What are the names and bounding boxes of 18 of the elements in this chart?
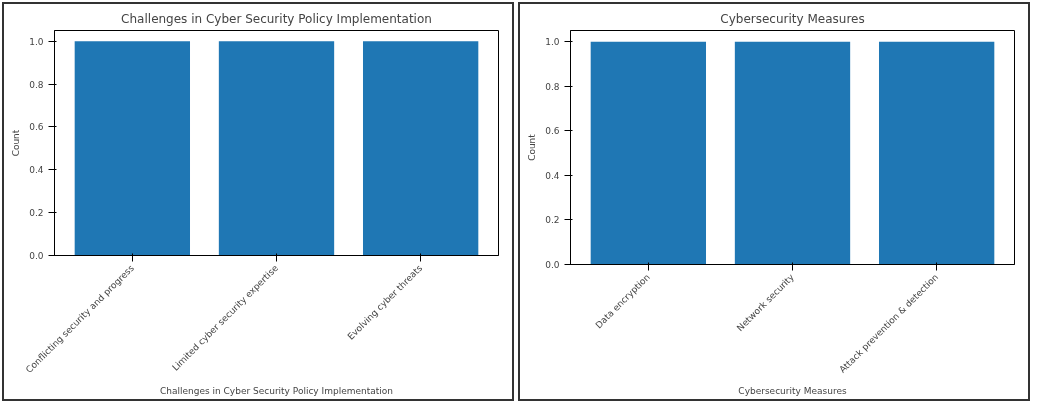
x-axis-title: Cybersecurity Measures (738, 386, 847, 397)
y-tick-label: 1.0 (545, 37, 560, 48)
y-axis-title: Count (11, 129, 22, 157)
y-tick-label: 0.8 (545, 81, 560, 92)
chart-title: Cybersecurity Measures (720, 11, 865, 26)
y-tick-label: 0.2 (545, 215, 560, 226)
chart-title: Challenges in Cyber Security Policy Implementation (121, 11, 432, 26)
y-tick-label: 0.6 (545, 126, 560, 137)
y-tick-label: 0.4 (545, 170, 560, 181)
y-tick-label: 0.0 (545, 260, 560, 270)
y-tick-label: 0.2 (29, 208, 44, 219)
y-axis-title: Count (527, 133, 538, 161)
x-axis-title: Challenges in Cyber Security Policy Implementation (159, 386, 394, 397)
y-tick-label: 0.0 (29, 251, 44, 261)
y-tick-label: 1.0 (29, 36, 44, 47)
y-tick-label: 0.4 (29, 165, 44, 176)
y-tick-label: 0.6 (29, 122, 44, 133)
y-tick-label: 0.8 (29, 79, 44, 90)
